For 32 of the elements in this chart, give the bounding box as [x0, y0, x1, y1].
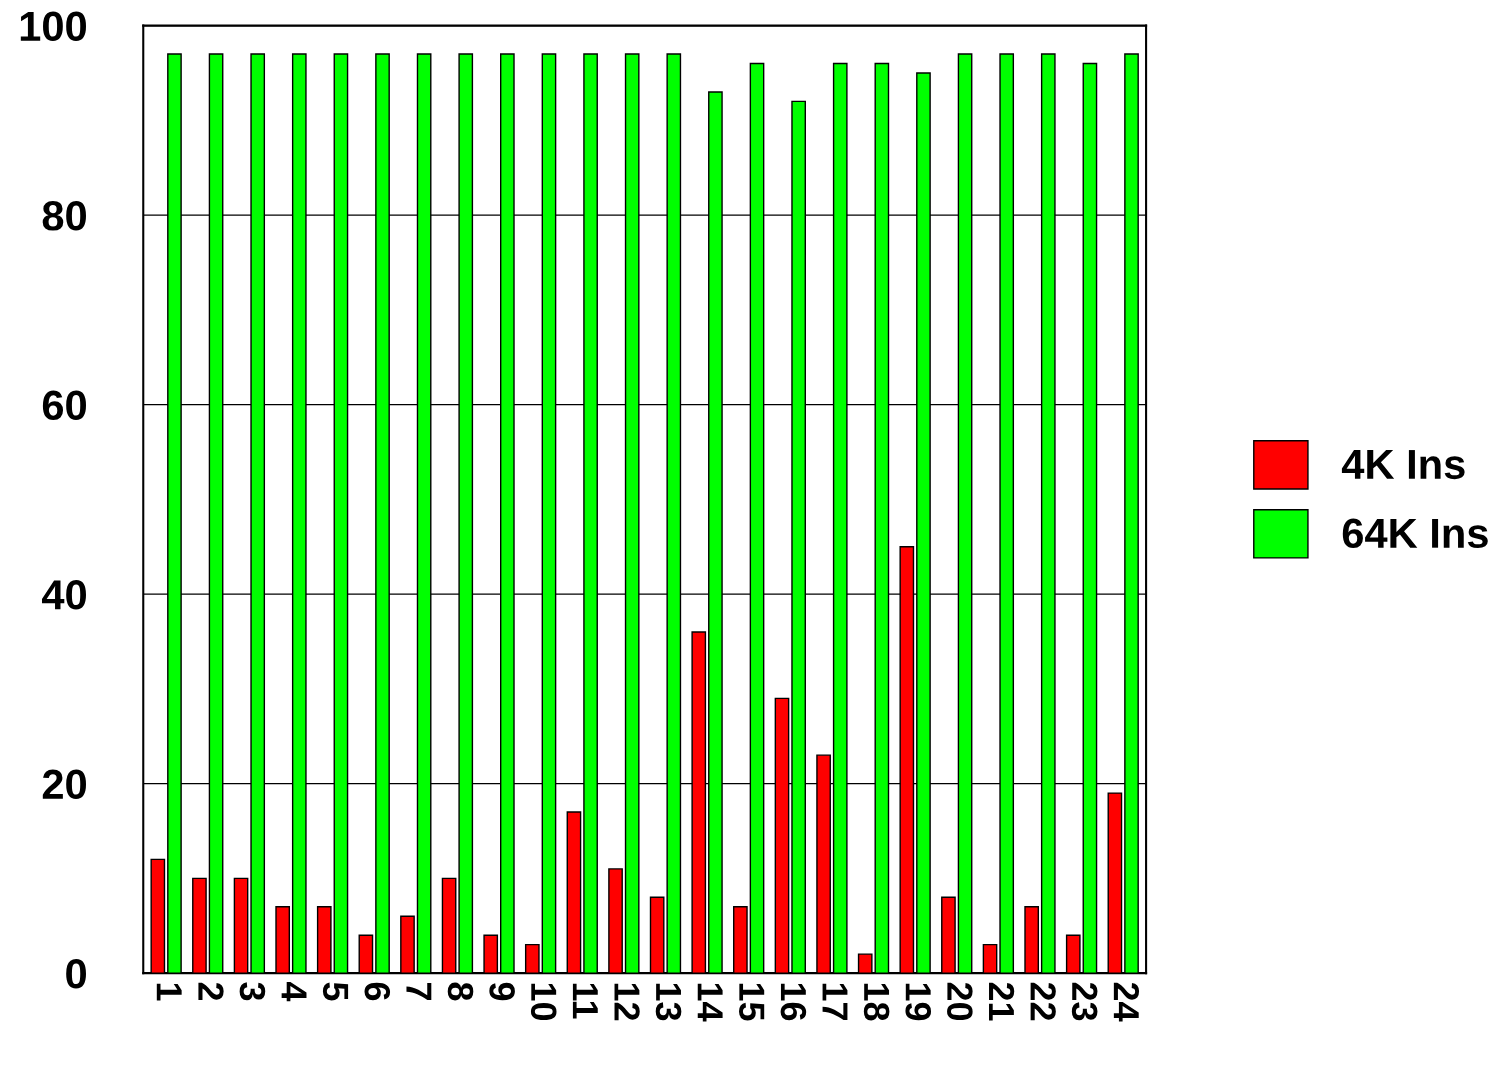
x-tick-label: 11 [572, 983, 598, 1019]
x-tick-label: 16 [780, 983, 807, 1021]
x-tick-label: 19 [905, 983, 932, 1021]
x-tick-label: 18 [863, 983, 890, 1021]
x-tick-label: 20 [947, 982, 973, 1021]
x-tick-label: 6 [364, 982, 391, 1001]
legend-label: 4K Ins [1341, 450, 1465, 480]
x-tick-label: 7 [406, 982, 432, 1000]
legend-label: 64K Ins [1342, 518, 1488, 549]
x-tick-label: 10 [530, 983, 557, 1021]
y-tick-label: 80 [42, 201, 86, 231]
x-tick-label: 1 [156, 983, 182, 1001]
x-tick-label: 8 [447, 982, 474, 1001]
x-tick-label: 21 [989, 982, 1015, 1021]
x-tick-label: 14 [697, 983, 723, 1022]
x-tick-label: 23 [1071, 982, 1098, 1021]
y-tick-label: 40 [41, 580, 86, 610]
y-tick-label: 0 [66, 959, 86, 989]
x-tick-label: 13 [655, 983, 682, 1021]
x-tick-label: 4 [281, 981, 307, 1002]
x-tick-label: 24 [1113, 982, 1140, 1022]
x-tick-label: 17 [822, 983, 848, 1021]
x-tick-label: 9 [489, 982, 515, 1001]
y-tick-label: 60 [42, 390, 86, 421]
x-tick-label: 3 [239, 982, 266, 1001]
x-tick-label: 5 [322, 982, 349, 1001]
x-tick-label: 15 [739, 983, 765, 1021]
x-tick-label: 2 [198, 982, 224, 1001]
y-tick-label: 100 [20, 11, 86, 42]
x-tick-label: 22 [1030, 982, 1056, 1021]
y-tick-label: 20 [42, 769, 86, 800]
x-tick-label: 12 [614, 983, 640, 1021]
